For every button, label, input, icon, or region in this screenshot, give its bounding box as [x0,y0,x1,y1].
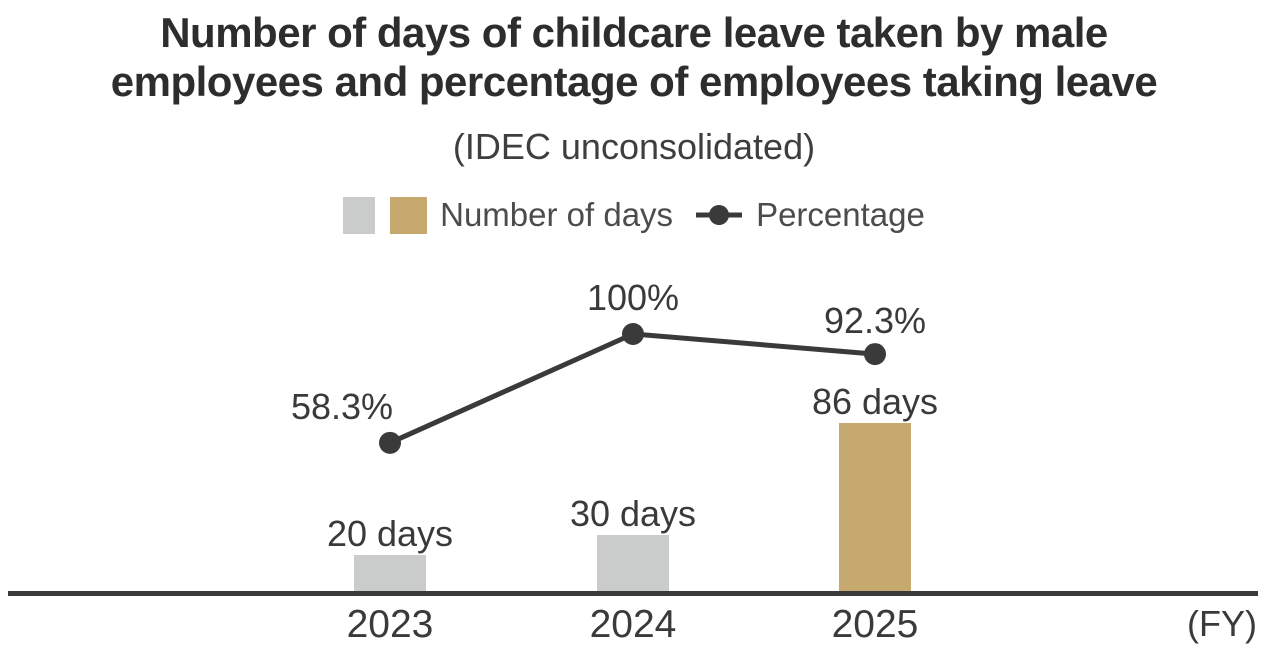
legend-line-marker-icon [696,205,743,225]
chart-title: Number of days of childcare leave taken … [0,8,1268,106]
days-label-2023: 20 days [327,513,453,554]
days-label-2025: 86 days [812,381,938,422]
x-tick-label-2023: 2023 [347,603,434,646]
chart-legend: Number of days Percentage [0,192,1268,238]
bar-2023 [354,555,426,595]
percentage-line [388,331,876,446]
x-axis-unit-label: (FY) [1187,603,1257,644]
bar-2024 [597,535,669,595]
x-tick-label-2024: 2024 [590,603,677,646]
chart-subtitle: (IDEC unconsolidated) [452,126,816,167]
x-axis-line [8,591,1258,596]
bar-2025 [839,423,911,595]
percentage-point-2023 [379,431,401,454]
x-tick-label-2025: 2025 [832,603,919,646]
legend-swatch-gold-icon [390,196,428,234]
percentage-point-2025 [864,343,886,366]
percentage-point-2024 [622,323,644,345]
chart-title-line2: employees and percentage of employees ta… [110,58,1158,106]
legend-days-label: Number of days [440,196,674,233]
legend-swatch-gray-icon [343,196,376,234]
percentage-label-2023: 58.3% [291,386,393,427]
chart-title-line1: Number of days of childcare leave taken … [160,9,1108,56]
percentage-label-2024: 100% [587,277,679,318]
percentage-label-2025: 92.3% [824,300,926,341]
legend-percentage-label: Percentage [756,196,925,233]
days-label-2024: 30 days [570,493,696,534]
